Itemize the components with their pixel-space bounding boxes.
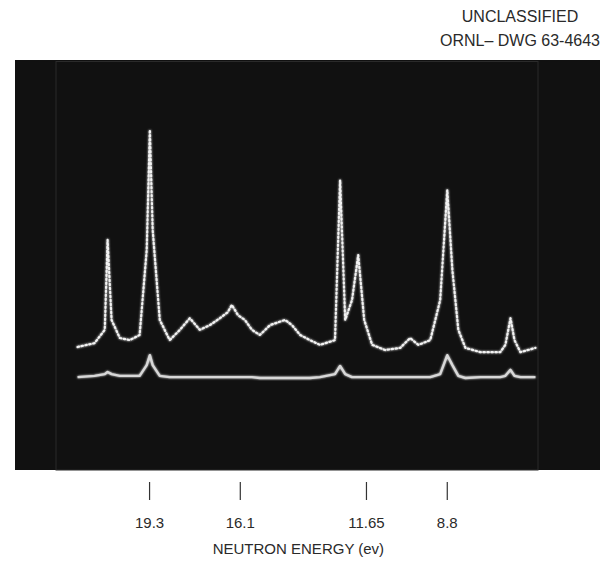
chart: 19.3 16.1 11.65 8.8 NEUTRON ENERGY (ev) UNCLA… — [0, 0, 616, 571]
x-tick-label: 11.65 — [348, 514, 384, 531]
trace-0 — [78, 130, 536, 352]
plot-frame — [56, 62, 538, 471]
trace-1 — [78, 355, 536, 378]
x-tick — [366, 482, 367, 500]
x-tick — [240, 482, 241, 500]
x-tick-label: 16.1 — [226, 514, 255, 531]
annotation: ORNL– DWG 63-4643 — [440, 32, 600, 49]
scope-screen — [15, 60, 600, 470]
x-tick — [149, 482, 150, 500]
x-tick-label: 8.8 — [437, 514, 458, 531]
x-tick — [447, 482, 448, 500]
x-tick-label: 19.3 — [135, 514, 164, 531]
traces — [78, 130, 536, 378]
x-axis-title: NEUTRON ENERGY (ev) — [213, 540, 384, 557]
annotation: UNCLASSIFIED — [462, 8, 578, 25]
